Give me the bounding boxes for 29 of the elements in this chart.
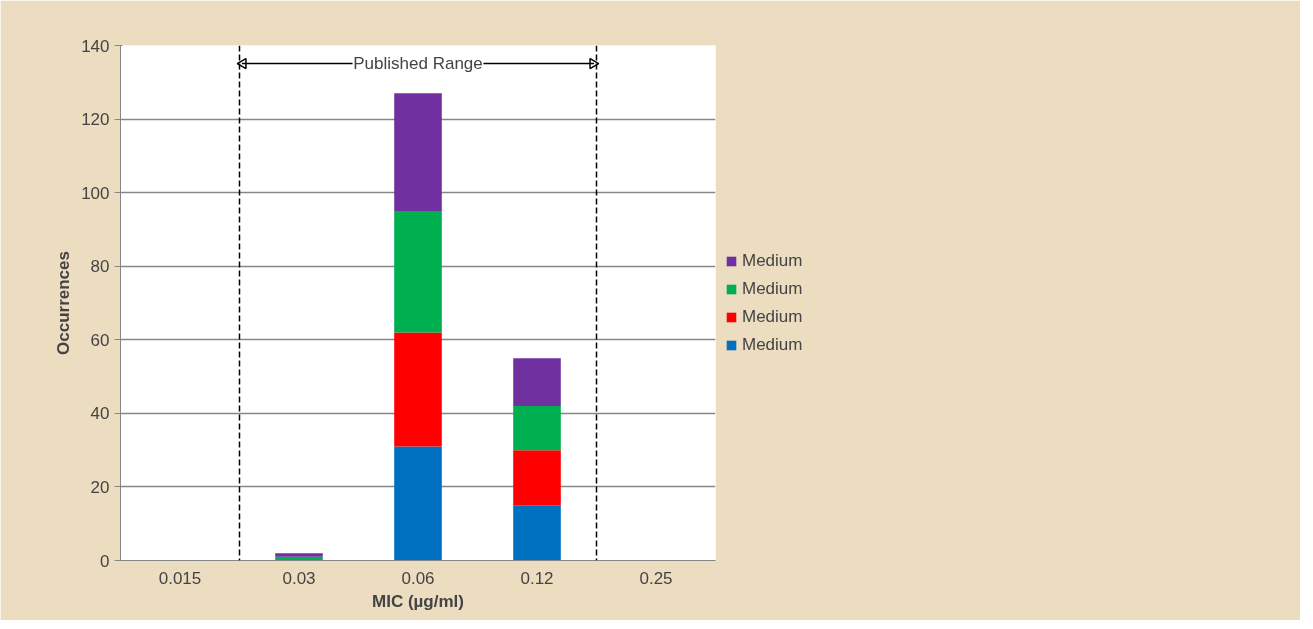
y-tick-label: 0: [100, 551, 110, 571]
legend-label: Medium: [742, 306, 803, 327]
y-tick-label: 20: [90, 477, 110, 497]
bar: [394, 332, 442, 447]
x-tick-label: 0.25: [639, 568, 673, 588]
bar: [513, 406, 561, 451]
bar: [394, 446, 442, 561]
x-tick-label: 0.12: [520, 568, 554, 588]
x-tick-label: 0.03: [282, 568, 316, 588]
x-axis-title: MIC (µg/ml): [372, 591, 464, 611]
y-tick-label: 120: [81, 110, 110, 130]
x-tick-label: 0.015: [158, 568, 202, 588]
annotation: Published Range: [353, 54, 483, 74]
bar: [394, 93, 442, 212]
bar: [275, 553, 323, 557]
y-tick-label: 80: [90, 257, 110, 277]
x-tick-label: 0.06: [401, 568, 435, 588]
y-tick-label: 60: [90, 330, 110, 350]
y-tick-label: 40: [90, 404, 110, 424]
bar: [394, 211, 442, 333]
legend-label: Medium: [742, 250, 803, 271]
bar: [513, 358, 561, 406]
legend-label: Medium: [742, 334, 803, 355]
legend-label: Medium: [742, 278, 803, 299]
bar: [513, 505, 561, 561]
y-axis-title: Occurrences: [54, 251, 74, 355]
y-tick-label: 100: [81, 183, 110, 203]
bar: [513, 450, 561, 506]
y-tick-label: 140: [81, 36, 110, 56]
